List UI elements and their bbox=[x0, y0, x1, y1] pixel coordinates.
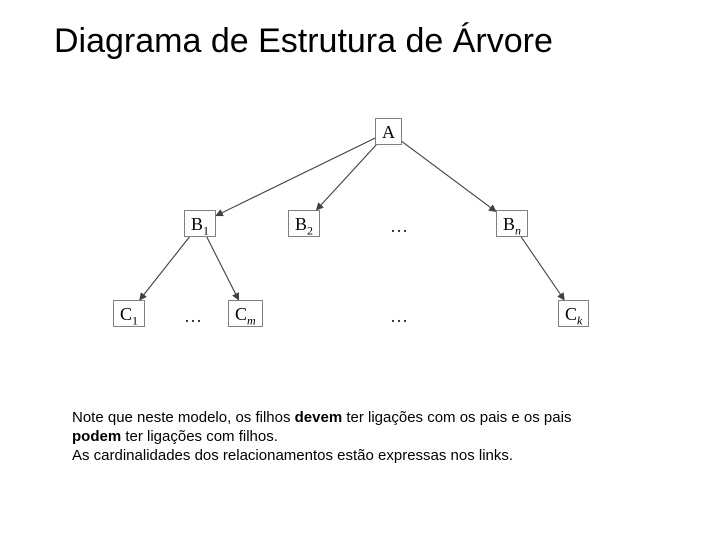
ellipsis: … bbox=[184, 306, 202, 327]
slide: Diagrama de Estrutura de Árvore AB1B2BnC… bbox=[0, 0, 720, 540]
caption-text: As cardinalidades dos relacionamentos es… bbox=[72, 447, 513, 464]
caption: Note que neste modelo, os filhos devem t… bbox=[72, 408, 648, 466]
tree-node-Bn: Bn bbox=[496, 210, 528, 237]
tree-edge bbox=[140, 237, 190, 300]
tree-node-Cm: Cm bbox=[228, 300, 263, 327]
tree-node-C1: C1 bbox=[113, 300, 145, 327]
tree-edge bbox=[316, 145, 376, 210]
tree-node-B2: B2 bbox=[288, 210, 320, 237]
tree-edge bbox=[216, 138, 375, 216]
ellipsis: … bbox=[390, 306, 408, 327]
caption-text: ter ligações com os pais e os pais bbox=[342, 409, 571, 426]
caption-text: Note que neste modelo, os filhos bbox=[72, 409, 295, 426]
tree-node-A: A bbox=[375, 118, 402, 145]
caption-text: ter ligações com filhos. bbox=[121, 428, 278, 445]
tree-edge bbox=[207, 237, 239, 300]
ellipsis: … bbox=[390, 216, 408, 237]
tree-edge bbox=[402, 142, 496, 212]
caption-bold: podem bbox=[72, 428, 121, 445]
tree-edge bbox=[521, 237, 564, 300]
tree-node-Ck: Ck bbox=[558, 300, 589, 327]
tree-node-B1: B1 bbox=[184, 210, 216, 237]
caption-bold: devem bbox=[295, 409, 343, 426]
